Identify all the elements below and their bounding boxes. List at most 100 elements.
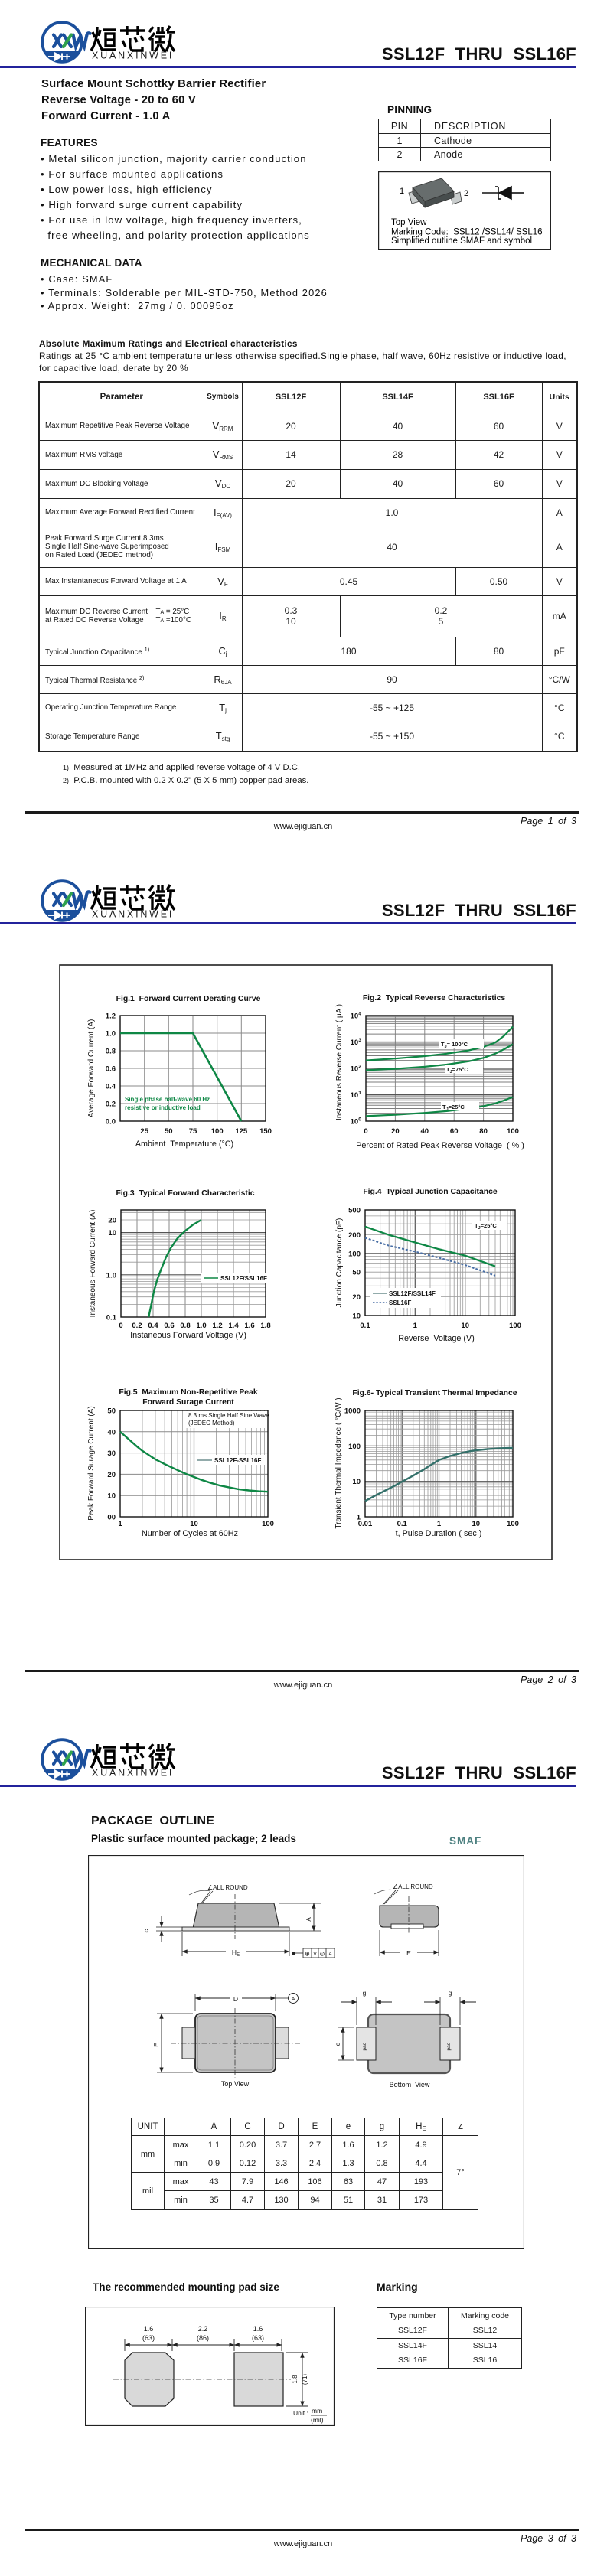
svg-text:Fig.3 Typical Forward Charact: Fig.3 Typical Forward Characteristic xyxy=(116,1189,254,1198)
svg-text:XUANXINWEI: XUANXINWEI xyxy=(92,1768,174,1779)
svg-text:0.4: 0.4 xyxy=(106,1083,116,1091)
svg-text:20: 20 xyxy=(107,1471,116,1479)
svg-text:100: 100 xyxy=(509,1322,521,1330)
svg-text:1.0: 1.0 xyxy=(196,1322,206,1330)
svg-text:1.4: 1.4 xyxy=(228,1322,239,1330)
svg-text:100: 100 xyxy=(262,1520,274,1528)
svg-text:0: 0 xyxy=(364,1127,367,1136)
svg-text:TJ=75°C: TJ=75°C xyxy=(446,1066,468,1074)
svg-text:∠ALL ROUND: ∠ALL ROUND xyxy=(207,1884,248,1891)
svg-text:100: 100 xyxy=(507,1127,519,1136)
svg-text:Junction Capacitance (pF): Junction Capacitance (pF) xyxy=(335,1218,344,1308)
svg-text:8.3 ms Single Half Sine Wave: 8.3 ms Single Half Sine Wave xyxy=(188,1412,269,1419)
svg-text:1: 1 xyxy=(357,1514,361,1522)
svg-text:SSL12F/SSL16F: SSL12F/SSL16F xyxy=(220,1275,267,1282)
svg-text:1.2: 1.2 xyxy=(212,1322,222,1330)
svg-text:0.8: 0.8 xyxy=(106,1048,116,1056)
svg-text:50: 50 xyxy=(107,1407,116,1416)
svg-text:1.2: 1.2 xyxy=(106,1012,116,1021)
svg-text:(63): (63) xyxy=(252,2334,264,2342)
svg-text:g: g xyxy=(449,1989,452,1997)
svg-text:TJ=25°C: TJ=25°C xyxy=(475,1222,497,1231)
svg-text:10: 10 xyxy=(107,1492,116,1501)
svg-text:Fig.4 Typical Junction Capaci: Fig.4 Typical Junction Capacitance xyxy=(363,1188,498,1196)
svg-text:Instaneous Reverse Current ( μ: Instaneous Reverse Current ( μA ) xyxy=(335,1004,344,1120)
svg-text:(71): (71) xyxy=(302,2374,308,2385)
svg-text:1: 1 xyxy=(437,1520,442,1528)
svg-text:A: A xyxy=(305,1917,312,1922)
svg-text:E: E xyxy=(152,2043,160,2047)
svg-text:Fig.6- Typical Transient Therm: Fig.6- Typical Transient Thermal Impedan… xyxy=(352,1389,517,1397)
svg-text:D: D xyxy=(233,1995,238,2003)
svg-text:0.6: 0.6 xyxy=(106,1065,116,1074)
svg-text:g: g xyxy=(363,1989,367,1997)
svg-text:HE: HE xyxy=(232,1948,240,1958)
svg-text:10: 10 xyxy=(190,1520,198,1528)
svg-text:1.8: 1.8 xyxy=(292,2375,299,2384)
svg-text:V: V xyxy=(313,1952,317,1957)
svg-text:10: 10 xyxy=(352,1478,361,1486)
svg-text:1: 1 xyxy=(413,1322,418,1330)
svg-text:0.1: 0.1 xyxy=(106,1314,117,1322)
svg-text:00: 00 xyxy=(107,1514,116,1522)
svg-text:125: 125 xyxy=(235,1127,248,1136)
svg-text:(mil): (mil) xyxy=(311,2416,324,2424)
svg-text:1.6: 1.6 xyxy=(244,1322,254,1330)
svg-text:60: 60 xyxy=(450,1127,459,1136)
svg-text:resistive or inductive load: resistive or inductive load xyxy=(125,1104,201,1111)
svg-text:SSL16F: SSL16F xyxy=(389,1299,411,1306)
svg-text:⊕: ⊕ xyxy=(305,1951,310,1958)
svg-text:SSL12F/SSL14F: SSL12F/SSL14F xyxy=(389,1290,436,1297)
svg-text:SSL12F-SSL16F: SSL12F-SSL16F xyxy=(214,1457,261,1464)
svg-text:80: 80 xyxy=(479,1127,488,1136)
svg-text:20: 20 xyxy=(391,1127,400,1136)
svg-text:20: 20 xyxy=(352,1293,361,1302)
svg-text:0: 0 xyxy=(119,1322,122,1330)
svg-text:Fig.5 Maximum Non-Repetitive: Fig.5 Maximum Non-Repetitive Peak xyxy=(119,1388,258,1397)
svg-text:(86): (86) xyxy=(197,2334,209,2342)
svg-text:Simplified outline SMAF and sy: Simplified outline SMAF and symbol xyxy=(391,236,532,246)
svg-text:10: 10 xyxy=(108,1229,116,1237)
svg-text:0.2: 0.2 xyxy=(106,1101,116,1109)
svg-text:200: 200 xyxy=(348,1231,361,1240)
svg-text:A: A xyxy=(328,1952,332,1957)
svg-text:2.2: 2.2 xyxy=(198,2325,208,2333)
svg-text:e: e xyxy=(334,2042,341,2046)
svg-text:20: 20 xyxy=(108,1217,116,1225)
svg-text:Top View: Top View xyxy=(221,2080,250,2088)
svg-text:1.8: 1.8 xyxy=(260,1322,270,1330)
svg-text:Fig.1 Forward Current Deratin: Fig.1 Forward Current Derating Curve xyxy=(116,995,261,1003)
svg-text:40: 40 xyxy=(107,1428,116,1436)
svg-text:Reverse Voltage (V): Reverse Voltage (V) xyxy=(398,1334,475,1343)
svg-text:104: 104 xyxy=(351,1012,362,1021)
svg-text:Instaneous Forward Current (A): Instaneous Forward Current (A) xyxy=(89,1210,97,1318)
svg-text:Single phase half-wave 60 Hz: Single phase half-wave 60 Hz xyxy=(125,1096,210,1103)
svg-text:0.1: 0.1 xyxy=(397,1520,408,1528)
svg-text:⊙: ⊙ xyxy=(320,1951,325,1958)
svg-text:40: 40 xyxy=(421,1127,429,1136)
svg-text:TJ= 100°C: TJ= 100°C xyxy=(441,1041,468,1049)
svg-text:Peak Forward Surage Current (A: Peak Forward Surage Current (A) xyxy=(87,1406,96,1521)
svg-text:1.6: 1.6 xyxy=(253,2325,263,2333)
svg-text:75: 75 xyxy=(189,1127,197,1136)
svg-text:100: 100 xyxy=(211,1127,224,1136)
svg-text:150: 150 xyxy=(259,1127,272,1136)
svg-text:mm: mm xyxy=(312,2407,322,2415)
svg-text:100: 100 xyxy=(351,1117,362,1127)
svg-text:1: 1 xyxy=(400,187,404,196)
svg-text:30: 30 xyxy=(107,1449,116,1458)
svg-text:Unit :: Unit : xyxy=(293,2409,308,2417)
svg-text:pad: pad xyxy=(362,2042,367,2050)
svg-text:XUANXINWEI: XUANXINWEI xyxy=(92,51,174,61)
svg-text:101: 101 xyxy=(351,1091,362,1100)
svg-text:(63): (63) xyxy=(142,2334,155,2342)
svg-text:XUANXINWEI: XUANXINWEI xyxy=(92,909,174,920)
svg-text:0.4: 0.4 xyxy=(148,1322,158,1330)
svg-text:Ambient Temperature (°C): Ambient Temperature (°C) xyxy=(135,1140,233,1149)
svg-text:0.01: 0.01 xyxy=(358,1520,373,1528)
svg-text:25: 25 xyxy=(140,1127,148,1136)
svg-text:Top View: Top View xyxy=(391,218,427,227)
svg-text:A: A xyxy=(292,1997,295,2002)
svg-text:1000: 1000 xyxy=(344,1407,361,1416)
svg-text:Fig.2 Typical Reverse Charact: Fig.2 Typical Reverse Characteristics xyxy=(363,994,506,1003)
